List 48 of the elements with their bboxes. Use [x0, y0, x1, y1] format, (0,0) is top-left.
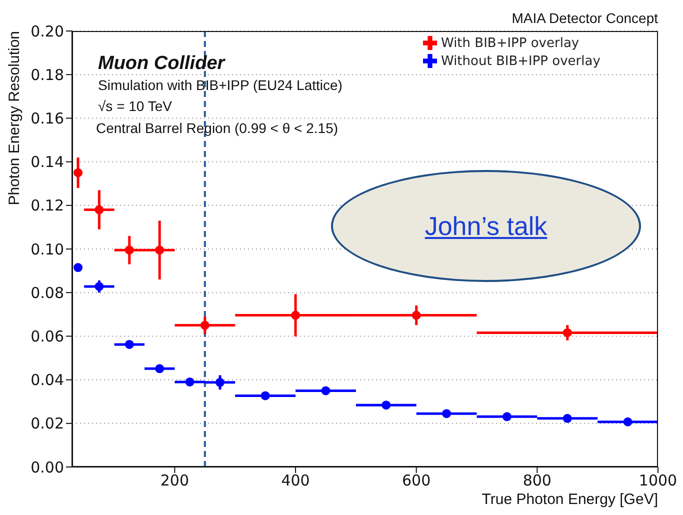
y-axis-title: Photon Energy Resolution: [6, 31, 23, 206]
annotation: √s = 10 TeV: [98, 98, 172, 114]
point: [412, 310, 421, 320]
y-tick-label: 0.04: [30, 371, 64, 390]
legend-label: Without BIB+IPP overlay: [441, 54, 600, 69]
point: [155, 364, 164, 374]
point: [562, 414, 572, 423]
callout-ellipse: John’s talk: [331, 170, 641, 282]
annotation: Central Barrel Region (0.99 < θ < 2.15): [96, 120, 338, 136]
point: [442, 409, 452, 418]
y-tick-label: 0.06: [30, 328, 64, 346]
y-tick-label: 0.20: [30, 22, 64, 40]
point: [260, 391, 270, 400]
annotation: Muon Collider: [98, 53, 225, 75]
point: [623, 417, 632, 426]
legend-label: With BIB+IPP overlay: [441, 36, 580, 51]
chart-title: MAIA Detector Concept: [512, 10, 658, 26]
x-tick-label: 400: [281, 472, 310, 490]
y-tick-label: 0.16: [30, 110, 64, 128]
point: [94, 282, 104, 291]
x-tick-label: 800: [522, 472, 552, 490]
point: [74, 168, 83, 178]
y-tick-label: 0.12: [30, 196, 64, 215]
y-tick-label: 0.18: [30, 66, 64, 84]
y-tick-label: 0.14: [30, 153, 64, 172]
y-tick-label: 0.00: [30, 458, 64, 476]
y-tick-label: 0.08: [30, 284, 64, 302]
x-axis-title: True Photon Energy [GeV]: [482, 491, 658, 508]
point: [502, 412, 512, 422]
point: [291, 310, 300, 320]
point: [74, 263, 83, 272]
y-tick-label: 0.10: [30, 240, 64, 258]
x-tick-label: 1000: [638, 472, 678, 490]
point: [382, 400, 391, 410]
point: [155, 246, 164, 255]
point: [216, 378, 225, 387]
x-tick-label: 200: [160, 472, 190, 490]
annotation: Simulation with BIB+IPP (EU24 Lattice): [98, 77, 342, 93]
point: [94, 205, 104, 214]
annotation: John’s talk: [424, 210, 548, 242]
point: [321, 386, 330, 396]
point: [200, 320, 210, 330]
x-tick-label: 600: [402, 472, 431, 490]
point: [124, 246, 134, 255]
point: [562, 328, 572, 338]
point: [124, 340, 134, 349]
y-tick-label: 0.02: [30, 414, 64, 433]
point: [185, 377, 194, 386]
